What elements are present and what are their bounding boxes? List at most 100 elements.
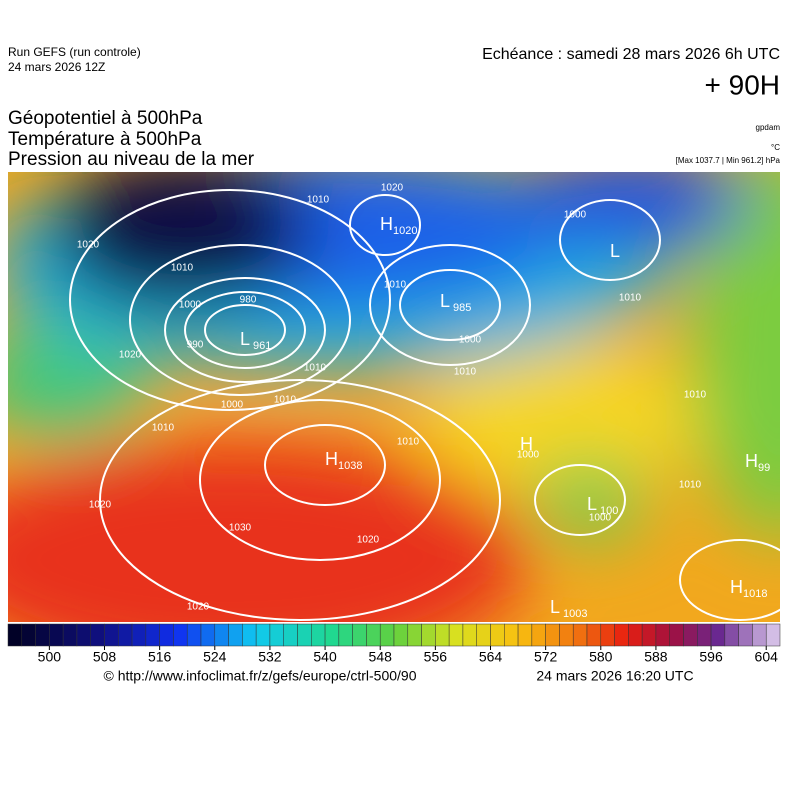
colorbar-swatch <box>600 623 615 647</box>
colorbar-swatch <box>366 623 381 647</box>
isobar-label: 1010 <box>397 437 420 448</box>
isobar-label: 1020 <box>187 602 210 613</box>
range: [Max 1037.7 | Min 961.2] hPa <box>676 156 781 165</box>
center-letter: H <box>730 577 743 597</box>
colorbar-swatch <box>62 623 78 647</box>
colorbar-swatch <box>186 623 202 647</box>
center-value: 1038 <box>338 460 362 472</box>
colorbar-swatch <box>393 623 409 647</box>
colorbar-label: 500 <box>38 649 62 665</box>
isobar-label: 1000 <box>589 513 612 524</box>
colorbar-swatch <box>531 623 546 647</box>
colorbar-swatch <box>710 623 726 647</box>
colorbar-swatch <box>324 623 340 647</box>
isobar-label: 1010 <box>619 293 642 304</box>
center-value: 99 <box>758 462 770 474</box>
colorbar-label: 572 <box>534 649 558 665</box>
colorbar-swatch <box>21 623 36 647</box>
unit: °C <box>771 143 780 152</box>
isobar-label: 980 <box>240 295 257 306</box>
colorbar-swatch <box>435 623 450 647</box>
colorbar-swatch <box>572 623 588 647</box>
run: Run GEFS (run controle) <box>8 45 141 59</box>
colorbar-swatch <box>228 623 243 647</box>
isobar-label: 1000 <box>221 400 244 411</box>
colorbar-swatch <box>586 623 602 647</box>
field: Géopotentiel à 500hPa <box>8 108 203 129</box>
timestamp: 24 mars 2026 16:20 UTC <box>536 668 693 684</box>
isobar-label: 1010 <box>307 195 330 206</box>
colorbar-swatch <box>448 623 464 647</box>
isobar-label: 1020 <box>89 500 112 511</box>
colorbar-label: 524 <box>203 649 227 665</box>
colorbar-swatch <box>559 623 574 647</box>
colorbar-label: 548 <box>369 649 393 665</box>
colorbar-swatch <box>504 623 519 647</box>
colorbar-swatch <box>145 623 160 647</box>
isobar-label: 1030 <box>229 523 252 534</box>
colorbar-swatch <box>628 623 643 647</box>
center-value: 100 <box>600 505 618 517</box>
colorbar-swatch <box>297 623 312 647</box>
isobar-label: 1010 <box>684 390 707 401</box>
center-letter: L <box>587 494 597 514</box>
colorbar-swatch <box>421 623 436 647</box>
isobar-label: 1000 <box>179 300 202 311</box>
colorbar-label: 532 <box>258 649 282 665</box>
colorbar-label: 580 <box>589 649 613 665</box>
center-value: 1020 <box>393 225 417 237</box>
colorbar-label: 516 <box>148 649 172 665</box>
colorbar-swatch <box>462 623 477 647</box>
colorbar: 500 508 516 524 532 540 548 556 564 572 580 588 596 6… <box>7 623 781 665</box>
colorbar-swatch <box>724 623 739 647</box>
isobar-label: 1010 <box>454 367 477 378</box>
colorbar-swatch <box>76 623 91 647</box>
colorbar-swatch <box>683 623 698 647</box>
colorbar-swatch <box>131 623 147 647</box>
isobar-label: 1010 <box>152 423 175 434</box>
isobar-label: 1010 <box>274 395 297 406</box>
echeance: Echéance : samedi 28 mars 2026 6h UTC <box>482 46 780 63</box>
center-letter: L <box>610 241 620 261</box>
colorbar-swatch <box>517 623 533 647</box>
colorbar-swatch <box>49 623 64 647</box>
colorbar-swatch <box>242 623 257 647</box>
isobar-label: 1000 <box>517 450 540 461</box>
colorbar-swatch <box>214 623 229 647</box>
colorbar-label: 508 <box>93 649 117 665</box>
colorbar-swatch <box>752 623 767 647</box>
colorbar-label: 588 <box>644 649 668 665</box>
isobar-label: 1010 <box>171 263 194 274</box>
run-date: 24 mars 2026 12Z <box>8 60 105 74</box>
colorbar-label: 596 <box>699 649 723 665</box>
center-letter: H <box>380 214 393 234</box>
colorbar-swatch <box>35 623 50 647</box>
map <box>8 172 780 622</box>
center-value: 1018 <box>743 588 767 600</box>
colorbar-label: 556 <box>424 649 448 665</box>
source-url: © http://www.infoclimat.fr/z/gefs/europe… <box>103 668 416 684</box>
center-value: 961 <box>253 340 271 352</box>
center-letter: H <box>325 449 338 469</box>
lead-time: + 90H <box>705 69 781 100</box>
colorbar-swatch <box>738 623 753 647</box>
center-letter: H <box>520 434 533 454</box>
colorbar-label: 564 <box>479 649 503 665</box>
isobar-label: 1010 <box>679 480 702 491</box>
colorbar-swatch <box>614 623 629 647</box>
field: Pression au niveau de la mer <box>8 149 255 170</box>
colorbar-swatch <box>311 623 326 647</box>
colorbar-swatch <box>669 623 684 647</box>
isobar-label: 990 <box>187 340 204 351</box>
colorbar-swatch <box>338 623 353 647</box>
isobar-label: 1020 <box>381 183 404 194</box>
colorbar-swatch <box>283 623 298 647</box>
isobar-label: 1010 <box>384 280 407 291</box>
colorbar-swatch <box>352 623 367 647</box>
colorbar-swatch <box>200 623 216 647</box>
center-letter: L <box>440 291 450 311</box>
colorbar-swatch <box>90 623 105 647</box>
colorbar-swatch <box>545 623 560 647</box>
center-letter: L <box>240 329 250 349</box>
